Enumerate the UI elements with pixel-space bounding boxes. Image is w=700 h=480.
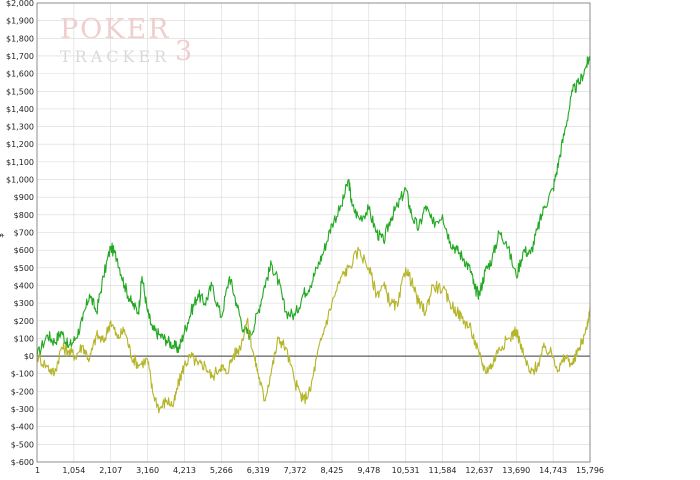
y-tick-label: $-100 — [11, 370, 34, 379]
y-tick-label: $700 — [14, 229, 34, 238]
x-tick-label: 6,319 — [247, 466, 270, 475]
y-tick-label: $1,600 — [6, 70, 34, 79]
y-tick-label: $1,500 — [6, 87, 34, 96]
y-tick-label: $500 — [14, 264, 34, 273]
series-line-net-won — [36, 55, 591, 357]
y-tick-label: $1,700 — [6, 52, 34, 61]
plot-frame — [36, 2, 591, 463]
watermark-tracker: TRACKER — [60, 47, 170, 66]
x-tick-label: 10,531 — [392, 466, 420, 475]
y-tick-label: $200 — [14, 317, 34, 326]
y-tick-label: $800 — [14, 211, 34, 220]
y-tick-label: $300 — [14, 299, 34, 308]
poker-tracker-watermark: POKER TRACKER 3 — [60, 14, 194, 67]
x-tick-label: 13,690 — [502, 466, 530, 475]
series-layer — [36, 55, 591, 414]
y-tick-label: $-400 — [11, 423, 34, 432]
x-tick-label: 1 — [35, 466, 40, 475]
y-tick-label: $2,000 — [6, 0, 34, 8]
y-tick-label: $1,400 — [6, 105, 34, 114]
y-tick-label: $600 — [14, 246, 34, 255]
y-tick-label: $1,800 — [6, 34, 34, 43]
axis-layer: $-600 $-500 $-400 $-300 $-200 $-100 $0 $100 $200… — [6, 0, 604, 475]
x-tick-label: 11,584 — [429, 466, 457, 475]
x-tick-label: 12,637 — [465, 466, 493, 475]
watermark-digit: 3 — [175, 36, 194, 67]
x-tick-label: 15,796 — [576, 466, 604, 475]
y-tick-label: $1,900 — [6, 17, 34, 26]
y-tick-label: $400 — [14, 281, 34, 290]
x-tick-label: 7,372 — [284, 466, 307, 475]
x-tick-label: 5,266 — [210, 466, 233, 475]
y-tick-label: $-200 — [11, 387, 34, 396]
watermark-poker: POKER — [60, 14, 171, 45]
y-tick-label: $-500 — [11, 440, 34, 449]
x-tick-label: 4,213 — [173, 466, 196, 475]
grid-layer — [36, 2, 591, 463]
x-tick-label: 3,160 — [136, 466, 159, 475]
y-tick-label: $1,000 — [6, 176, 34, 185]
y-tick-label: $1,300 — [6, 123, 34, 132]
series-line-non-showdown — [36, 246, 591, 414]
x-tick-label: 14,743 — [539, 466, 567, 475]
y-tick-label: $1,100 — [6, 158, 34, 167]
x-tick-label: 8,425 — [320, 466, 343, 475]
y-tick-label: $-600 — [11, 458, 34, 467]
x-tick-label: 1,054 — [62, 466, 85, 475]
y-tick-label: $0 — [24, 352, 34, 361]
y-axis-label: $ — [0, 233, 5, 238]
y-tick-label: $100 — [14, 334, 34, 343]
y-tick-label: $1,200 — [6, 140, 34, 149]
y-tick-label: $-300 — [11, 405, 34, 414]
x-tick-label: 2,107 — [99, 466, 122, 475]
y-tick-label: $900 — [14, 193, 34, 202]
x-tick-label: 9,478 — [357, 466, 380, 475]
